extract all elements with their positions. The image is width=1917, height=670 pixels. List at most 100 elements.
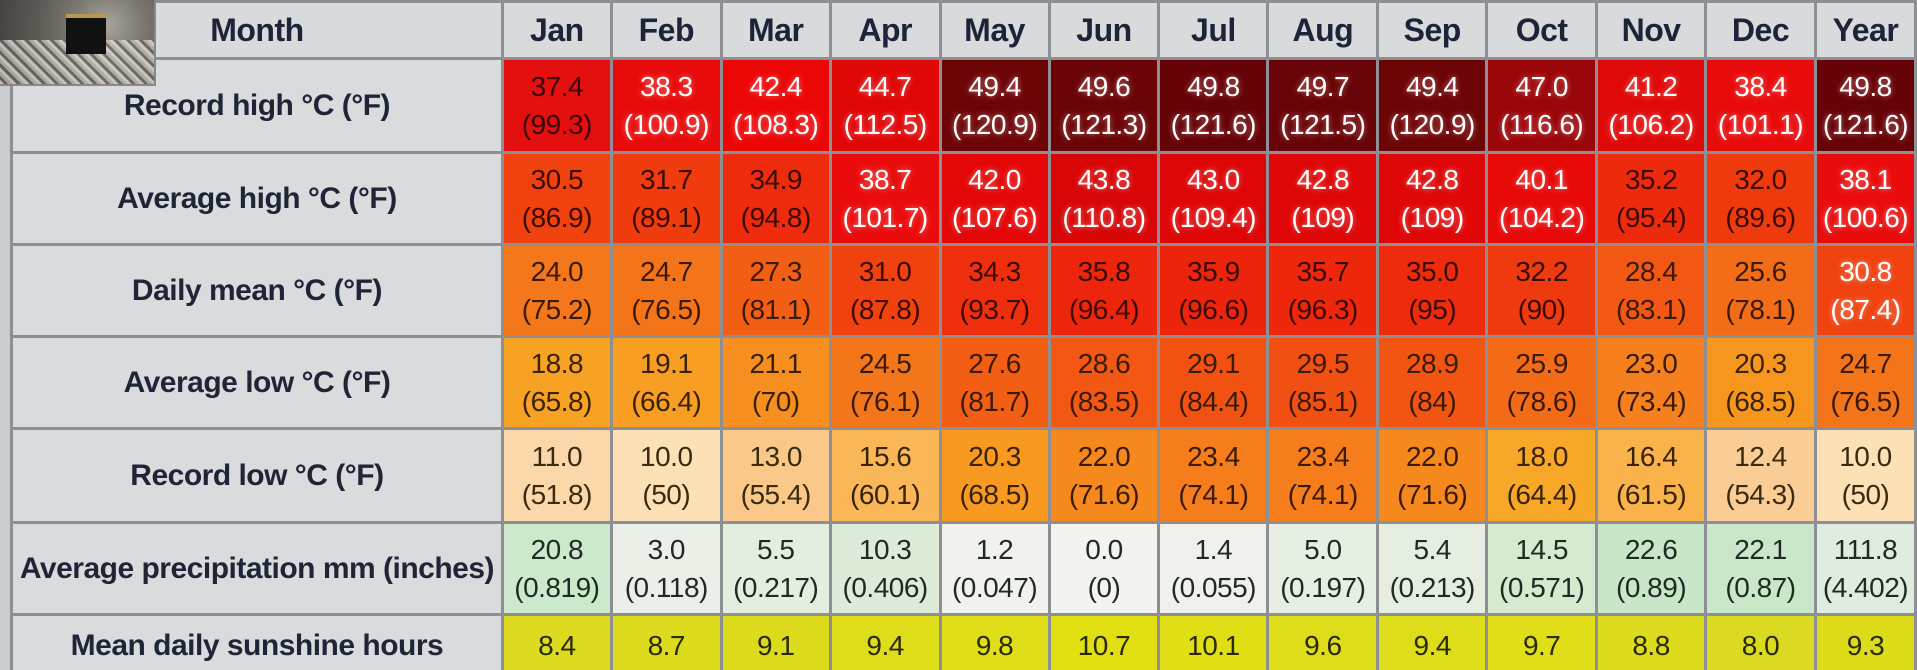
celsius-value: 18.0 <box>1515 440 1568 472</box>
celsius-value: 9.3 <box>1846 629 1885 661</box>
secondary-value: (60.1) <box>850 478 921 510</box>
celsius-value: 49.7 <box>1296 70 1350 102</box>
celsius-value: 5.4 <box>1413 533 1452 565</box>
value-cell: 42.4 (108.3) <box>719 57 832 154</box>
celsius-value: 31.0 <box>858 255 912 287</box>
year-value-cell: 24.7 (76.5) <box>1813 335 1917 430</box>
secondary-value: (0.406) <box>842 571 929 603</box>
row-average-precipitation: Average precipitation mm (inches) 20.8 (0.… <box>10 521 1917 616</box>
secondary-value: (87.4) <box>1830 293 1901 325</box>
secondary-value: (55.4) <box>740 478 812 510</box>
month-header-oct: Oct <box>1485 0 1599 60</box>
celsius-value: 10.1 <box>1187 629 1240 661</box>
value-cell: 19.1 (66.4) <box>609 335 723 430</box>
value-cell: 27.3 (81.1) <box>719 243 832 338</box>
celsius-value: 44.7 <box>858 70 912 102</box>
value-cell: 43.8 (110.8) <box>1047 151 1161 246</box>
secondary-value: (108.3) <box>733 108 819 140</box>
value-cell: 28.4 (83.1) <box>1595 243 1708 338</box>
secondary-value: (0.118) <box>624 571 709 603</box>
secondary-value: (71.6) <box>1397 478 1468 510</box>
secondary-value: (94.8) <box>740 201 812 233</box>
secondary-value: (73.4) <box>1616 385 1687 417</box>
value-cell: 5.5 (0.217) <box>719 521 832 616</box>
secondary-value: (71.6) <box>1068 478 1140 510</box>
celsius-value: 49.4 <box>968 70 1021 102</box>
value-cell: 38.3 (100.9) <box>609 57 723 154</box>
celsius-value: 35.9 <box>1187 255 1240 287</box>
secondary-value: (93.7) <box>959 293 1030 325</box>
celsius-value: 34.3 <box>968 255 1021 287</box>
celsius-value: 43.8 <box>1077 163 1131 195</box>
celsius-value: 28.4 <box>1624 255 1678 287</box>
secondary-value: (109) <box>1400 201 1464 233</box>
celsius-value: 41.2 <box>1624 70 1678 102</box>
secondary-value: (121.6) <box>1170 108 1257 140</box>
celsius-value: 10.0 <box>1839 440 1892 472</box>
value-cell: 10.1 <box>1157 613 1270 670</box>
secondary-value: (51.8) <box>521 478 593 510</box>
row-sunshine-hours: Mean daily sunshine hours 8.4 8.7 9.1 9.4 9.8… <box>10 613 1917 670</box>
value-cell: 38.7 (101.7) <box>828 151 942 246</box>
month-header-mar: Mar <box>719 0 832 60</box>
value-cell: 30.5 (86.9) <box>500 151 613 246</box>
value-cell: 32.2 (90) <box>1485 243 1599 338</box>
celsius-value: 30.8 <box>1839 255 1892 287</box>
secondary-value: (66.4) <box>631 385 702 417</box>
value-cell: 49.8 (121.6) <box>1157 57 1270 154</box>
celsius-value: 34.9 <box>749 163 802 195</box>
secondary-value: (100.9) <box>623 108 710 140</box>
value-cell: 22.1 (0.87) <box>1704 521 1817 616</box>
secondary-value: (101.1) <box>1717 108 1804 140</box>
value-cell: 3.0 (0.118) <box>609 521 723 616</box>
secondary-value: (90) <box>1517 293 1566 325</box>
row-label-record-low: Record low °C (°F) <box>10 427 504 524</box>
secondary-value: (86.9) <box>521 201 593 233</box>
value-cell: 47.0 (116.6) <box>1485 57 1599 154</box>
celsius-value: 13.0 <box>749 440 802 472</box>
value-cell: 5.0 (0.197) <box>1266 521 1380 616</box>
celsius-value: 37.4 <box>530 70 584 102</box>
value-cell: 8.4 <box>500 613 613 670</box>
value-cell: 22.0 (71.6) <box>1376 427 1489 524</box>
secondary-value: (104.2) <box>1499 201 1585 233</box>
celsius-value: 8.7 <box>647 629 686 661</box>
secondary-value: (74.1) <box>1287 478 1359 510</box>
celsius-value: 24.7 <box>1839 347 1892 379</box>
celsius-value: 18.8 <box>530 347 584 379</box>
celsius-value: 24.5 <box>858 347 912 379</box>
celsius-value: 42.8 <box>1296 163 1350 195</box>
value-cell: 42.8 (109) <box>1376 151 1489 246</box>
celsius-value: 43.0 <box>1187 163 1240 195</box>
secondary-value: (0.197) <box>1280 571 1366 603</box>
secondary-value: (0.571) <box>1499 571 1585 603</box>
value-cell: 27.6 (81.7) <box>938 335 1051 430</box>
celsius-value: 9.4 <box>1413 629 1452 661</box>
celsius-value: 25.9 <box>1515 347 1568 379</box>
value-cell: 9.6 <box>1266 613 1380 670</box>
value-cell: 35.8 (96.4) <box>1047 243 1161 338</box>
header-row: Month Jan Feb Mar Apr May Jun Jul Aug Sep Oct Nov D… <box>10 0 1917 60</box>
secondary-value: (65.8) <box>521 385 593 417</box>
celsius-value: 49.8 <box>1187 70 1240 102</box>
celsius-value: 35.0 <box>1405 255 1459 287</box>
celsius-value: 22.6 <box>1624 533 1678 565</box>
celsius-value: 22.0 <box>1405 440 1459 472</box>
value-cell: 18.8 (65.8) <box>500 335 613 430</box>
row-label-average-low: Average low °C (°F) <box>10 335 504 430</box>
value-cell: 37.4 (99.3) <box>500 57 613 154</box>
celsius-value: 47.0 <box>1515 70 1568 102</box>
month-header-apr: Apr <box>828 0 942 60</box>
value-cell: 25.9 (78.6) <box>1485 335 1599 430</box>
celsius-value: 8.8 <box>1632 629 1670 661</box>
secondary-value: (0.047) <box>951 571 1038 603</box>
value-cell: 9.1 <box>719 613 832 670</box>
year-value-cell: 38.1 (100.6) <box>1813 151 1917 246</box>
celsius-value: 10.7 <box>1077 629 1131 661</box>
celsius-value: 49.4 <box>1405 70 1459 102</box>
month-header-dec: Dec <box>1704 0 1817 60</box>
value-cell: 40.1 (104.2) <box>1485 151 1599 246</box>
value-cell: 24.7 (76.5) <box>609 243 723 338</box>
year-value-cell: 49.8 (121.6) <box>1813 57 1917 154</box>
celsius-value: 0.0 <box>1085 533 1123 565</box>
